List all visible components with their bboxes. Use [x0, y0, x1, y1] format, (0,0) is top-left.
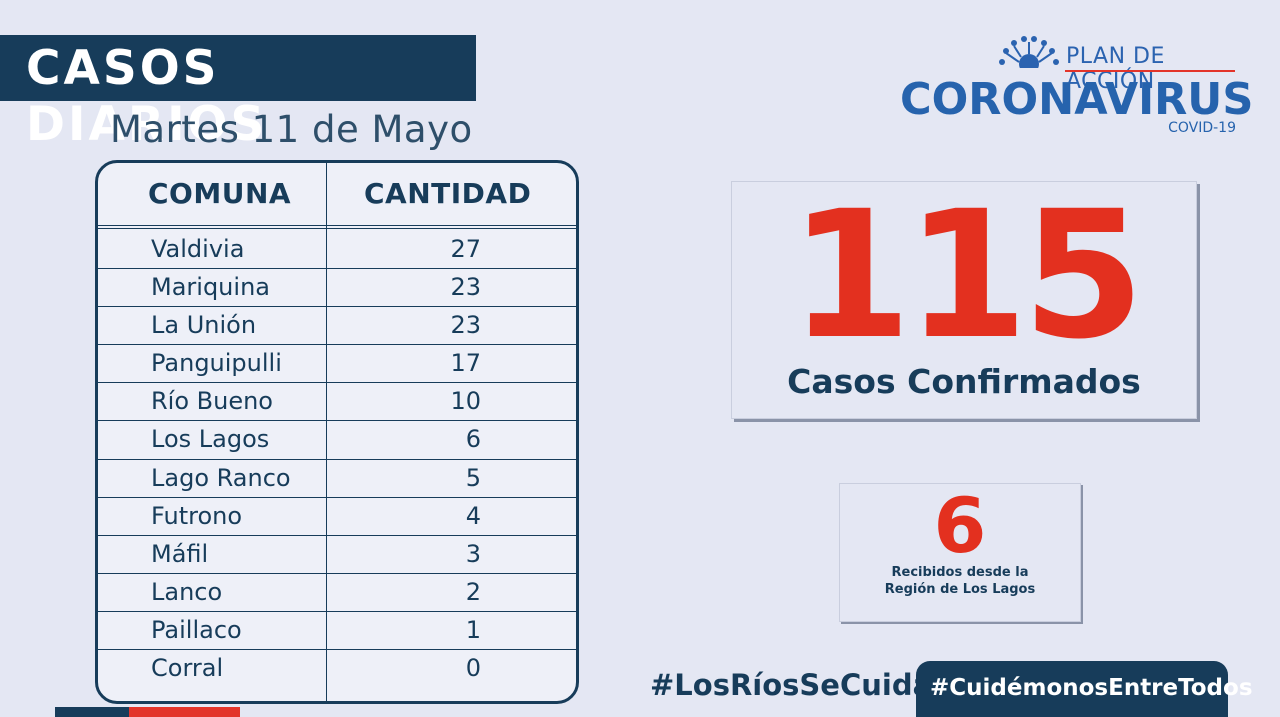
page-title: CASOS DIARIOS	[26, 41, 268, 152]
column-divider	[326, 163, 327, 701]
comuna-cell: Paillaco	[151, 615, 242, 644]
table-row: Río Bueno 10	[98, 383, 576, 422]
table-body: Valdivia 27 Mariquina 23 La Unión 23 Panguipul…	[98, 231, 576, 688]
comuna-cell: Mariquina	[151, 273, 270, 302]
column-header-comuna: COMUNA	[148, 177, 292, 210]
cantidad-cell: 23	[450, 273, 481, 302]
cantidad-cell: 0	[465, 654, 481, 683]
title-banner: CASOS DIARIOS	[0, 35, 476, 152]
table-row: Corral 0	[98, 650, 576, 688]
cantidad-cell: 5	[465, 463, 481, 492]
cantidad-cell: 23	[450, 311, 481, 340]
table-row: Los Lagos 6	[98, 421, 576, 460]
cantidad-cell: 1	[465, 615, 481, 644]
table-row: Lago Ranco 5	[98, 460, 576, 498]
logo-coronavirus-text: CORONAVIRUS	[900, 74, 1254, 125]
virus-sun-icon	[999, 36, 1059, 68]
cantidad-cell: 6	[465, 425, 481, 454]
received-cases-card: 6 Recibidos desde la Región de Los Lagos	[839, 483, 1081, 622]
comuna-cell: Río Bueno	[151, 387, 273, 416]
received-label-line2: Región de Los Lagos	[884, 582, 1036, 597]
logo-underline	[1065, 70, 1235, 72]
date-subtitle: Martes 11 de Mayo	[110, 108, 473, 151]
received-cases-label: Recibidos desde la Región de Los Lagos	[840, 564, 1080, 598]
table-row: Valdivia 27	[98, 231, 576, 270]
comuna-cell: Valdivia	[151, 235, 245, 263]
footer-color-bar	[55, 707, 240, 717]
coronavirus-logo: PLAN DE ACCIÓN CORONAVIRUS COVID-19	[900, 34, 1253, 144]
comuna-cell: La Unión	[151, 311, 257, 340]
table-row: Futrono 4	[98, 498, 576, 536]
cantidad-cell: 17	[450, 349, 481, 378]
comuna-cell: Lanco	[151, 577, 223, 606]
logo-plan-text: PLAN DE ACCIÓN	[1066, 44, 1165, 94]
received-cases-number: 6	[933, 481, 987, 570]
table-row: Máfil 3	[98, 536, 576, 574]
confirmed-cases-label: Casos Confirmados	[787, 362, 1141, 401]
cantidad-cell: 2	[465, 577, 481, 606]
received-label-line1: Recibidos desde la	[891, 565, 1029, 580]
cantidad-cell: 10	[450, 387, 481, 416]
table-row: Lanco 2	[98, 574, 576, 612]
confirmed-cases-number: 115	[789, 173, 1144, 378]
hashtag-cuidemonos-banner: #CuidémonosEntreTodos	[916, 661, 1253, 717]
cantidad-cell: 3	[465, 539, 481, 568]
table-row: Mariquina 23	[98, 269, 576, 308]
table-row: Panguipulli 17	[98, 345, 576, 384]
cases-table: COMUNA CANTIDAD Valdivia 27 Mariquina 23 La …	[95, 160, 579, 704]
footer-bar-red	[129, 707, 240, 717]
comuna-cell: Panguipulli	[151, 349, 282, 378]
table-header: COMUNA CANTIDAD	[98, 163, 576, 229]
hashtag-cuidemonos: #CuidémonosEntreTodos	[930, 675, 1253, 701]
footer-bar-navy	[55, 707, 129, 717]
comuna-cell: Futrono	[151, 501, 243, 530]
hashtag-losrios: #LosRíosSeCuida	[650, 668, 933, 702]
comuna-cell: Lago Ranco	[151, 463, 291, 492]
comuna-cell: Los Lagos	[151, 425, 270, 454]
logo-covid-text: COVID-19	[1168, 120, 1236, 136]
comuna-cell: Máfil	[151, 539, 209, 568]
cantidad-cell: 27	[450, 235, 481, 263]
confirmed-cases-card: 115 Casos Confirmados	[731, 181, 1197, 419]
cantidad-cell: 4	[465, 501, 481, 530]
column-header-cantidad: CANTIDAD	[364, 177, 532, 210]
table-row: Paillaco 1	[98, 612, 576, 651]
table-row: La Unión 23	[98, 307, 576, 346]
comuna-cell: Corral	[151, 654, 224, 683]
